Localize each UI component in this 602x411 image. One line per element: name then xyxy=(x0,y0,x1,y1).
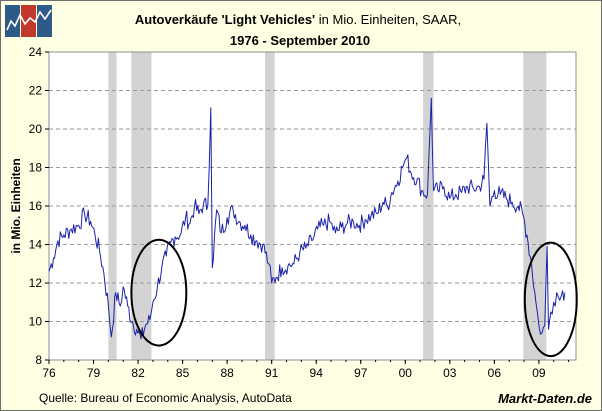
y-tick-label-20: 20 xyxy=(29,122,43,136)
x-tick-label-91: 91 xyxy=(265,366,279,380)
y-tick-label-8: 8 xyxy=(35,353,42,367)
x-tick-label-79: 79 xyxy=(87,366,101,380)
highlight-ellipse-2 xyxy=(523,241,578,358)
x-tick-label-94: 94 xyxy=(310,366,324,380)
y-tick-label-12: 12 xyxy=(29,276,43,290)
logo-tile-3 xyxy=(37,5,52,37)
x-tick-label-85: 85 xyxy=(176,366,190,380)
y-tick-label-18: 18 xyxy=(29,161,43,175)
y-axis-label: in Mio. Einheiten xyxy=(9,158,23,253)
y-tick-label-14: 14 xyxy=(29,238,43,252)
x-tick-label-09: 09 xyxy=(532,366,546,380)
x-tick-label-00: 00 xyxy=(399,366,413,380)
x-tick-label-88: 88 xyxy=(220,366,234,380)
x-tick-label-06: 06 xyxy=(488,366,502,380)
y-tick-label-10: 10 xyxy=(29,315,43,329)
logo-icon xyxy=(5,5,52,37)
y-tick-label-16: 16 xyxy=(29,199,43,213)
chart-title-bold: Autoverkäufe 'Light Vehicles' xyxy=(135,12,315,27)
y-tick-label-22: 22 xyxy=(29,84,43,98)
series-line-1 xyxy=(48,97,566,340)
chart-subtitle: 1976 - September 2010 xyxy=(230,33,370,48)
x-tick-label-76: 76 xyxy=(42,366,56,380)
chart-title: Autoverkäufe 'Light Vehicles' in Mio. Ei… xyxy=(135,12,461,27)
source-note: Quelle: Bureau of Economic Analysis, Aut… xyxy=(39,391,292,405)
x-tick-label-82: 82 xyxy=(131,366,145,380)
highlight-ellipse-1 xyxy=(130,238,188,347)
x-tick-label-03: 03 xyxy=(443,366,457,380)
y-tick-label-24: 24 xyxy=(29,45,43,59)
brand-label: Markt-Daten.de xyxy=(498,391,592,406)
x-tick-label-97: 97 xyxy=(354,366,368,380)
logo-line xyxy=(6,9,52,31)
logo-tile-1 xyxy=(5,5,20,37)
chart-title-rest: in Mio. Einheiten, SAAR, xyxy=(315,12,461,27)
